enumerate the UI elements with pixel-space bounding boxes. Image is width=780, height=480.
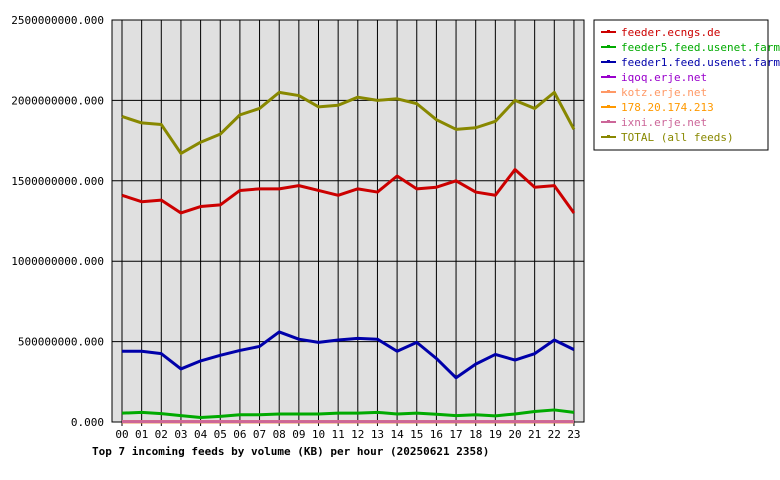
x-tick-label: 14 xyxy=(390,428,404,441)
series-line xyxy=(121,90,576,155)
legend-label: ixni.erje.net xyxy=(621,116,707,129)
x-tick-label: 18 xyxy=(469,428,482,441)
x-tick-label: 02 xyxy=(155,428,168,441)
legend-marker xyxy=(607,105,610,108)
x-tick-label: 10 xyxy=(312,428,325,441)
x-tick-label: 08 xyxy=(273,428,286,441)
y-axis-ticks: 0.000 500000000.000 1000000000.000 15000000… xyxy=(11,14,104,429)
x-tick-label: 19 xyxy=(489,428,502,441)
y-tick-label: 2500000000.000 xyxy=(11,14,104,27)
legend: feeder.ecngs.de feeder5.feed.usenet.farm f… xyxy=(593,19,780,151)
y-tick-label: 1500000000.000 xyxy=(11,175,104,188)
legend-label: feeder1.feed.usenet.farm xyxy=(621,56,780,69)
legend-marker xyxy=(607,135,610,138)
legend-marker xyxy=(607,90,610,93)
series-line xyxy=(121,168,576,215)
x-tick-label: 07 xyxy=(253,428,266,441)
legend-label: 178.20.174.213 xyxy=(621,101,714,114)
y-tick-label: 1000000000.000 xyxy=(11,255,104,268)
legend-label: iqoq.erje.net xyxy=(621,71,707,84)
legend-marker xyxy=(607,75,610,78)
x-axis-ticks: 00 01 02 03 04 05 06 07 08 09 10 11 12 13 14 15 16 17 18 19… xyxy=(115,422,581,441)
chart-title: Top 7 incoming feeds by volume (KB) per … xyxy=(92,445,489,458)
x-tick-label: 05 xyxy=(214,428,227,441)
x-tick-label: 04 xyxy=(194,428,208,441)
x-tick-label: 09 xyxy=(292,428,305,441)
legend-marker xyxy=(607,120,610,123)
x-tick-label: 13 xyxy=(371,428,384,441)
series-line xyxy=(122,330,575,380)
legend-marker xyxy=(607,30,610,33)
legend-marker xyxy=(607,60,610,63)
x-tick-label: 22 xyxy=(548,428,561,441)
y-tick-label: 500000000.000 xyxy=(18,336,104,349)
series-line xyxy=(121,408,575,419)
x-tick-label: 01 xyxy=(135,428,148,441)
x-tick-label: 21 xyxy=(528,428,541,441)
plot-area xyxy=(111,19,585,423)
x-tick-label: 00 xyxy=(115,428,128,441)
legend-label: feeder.ecngs.de xyxy=(621,26,720,39)
x-tick-label: 17 xyxy=(449,428,462,441)
legend-label: TOTAL (all feeds) xyxy=(621,131,734,144)
legend-label: feeder5.feed.usenet.farm xyxy=(621,41,780,54)
x-tick-label: 03 xyxy=(174,428,187,441)
y-tick-label: 2000000000.000 xyxy=(11,94,104,107)
x-tick-label: 20 xyxy=(508,428,521,441)
y-tick-label: 0.000 xyxy=(71,416,104,429)
x-tick-label: 11 xyxy=(332,428,345,441)
x-tick-label: 12 xyxy=(351,428,364,441)
series-lines xyxy=(121,90,576,424)
x-tick-label: 06 xyxy=(233,428,246,441)
x-tick-label: 15 xyxy=(410,428,423,441)
legend-label: kotz.erje.net xyxy=(621,86,707,99)
legend-box xyxy=(593,19,769,151)
legend-marker xyxy=(607,45,610,48)
x-tick-label: 23 xyxy=(567,428,580,441)
x-tick-label: 16 xyxy=(430,428,443,441)
